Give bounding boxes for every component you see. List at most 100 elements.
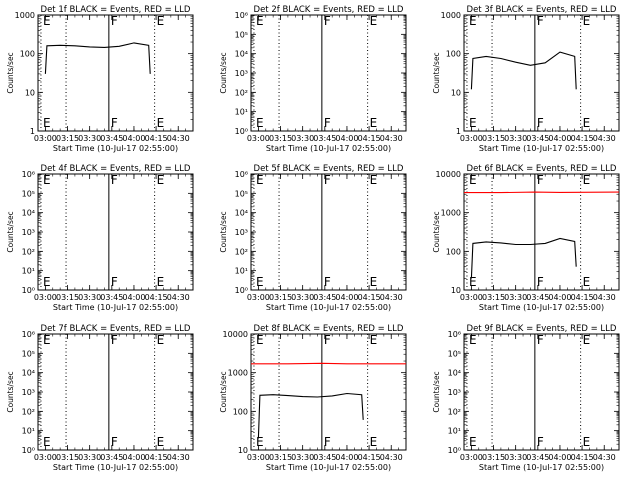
y-tick-label: 10³ (22, 228, 35, 237)
time-marker-label: E (469, 14, 477, 28)
x-tick-label: 03:00 (247, 134, 270, 143)
y-tick-label: 10⁶ (448, 330, 461, 339)
chart-title: Det 1f BLACK = Events, RED = LLD (41, 5, 191, 15)
y-axis-label: Counts/sec (219, 371, 228, 412)
x-tick-label: 04:00 (548, 453, 571, 462)
x-tick-label: 03:45 (313, 134, 336, 143)
y-axis-label: Counts/sec (219, 52, 228, 93)
time-marker-label: E (43, 435, 51, 449)
y-tick-label: 100 (446, 50, 461, 59)
x-tick-label: 03:45 (526, 453, 549, 462)
y-tick-label: 10000 (436, 170, 461, 179)
y-tick-label: 10 (25, 88, 35, 97)
time-marker-label: E (157, 14, 165, 28)
y-tick-label: 10⁰ (448, 446, 461, 455)
x-tick-label: 03:15 (482, 293, 505, 302)
time-marker-label: E (583, 333, 591, 347)
x-axis-label: Start Time (10-Jul-17 02:55:00) (266, 144, 391, 153)
time-marker-label: E (370, 275, 378, 289)
y-tick-label: 10⁶ (235, 11, 248, 20)
x-tick-label: 04:15 (358, 293, 381, 302)
x-tick-label: 03:45 (100, 134, 123, 143)
time-marker-label: E (43, 14, 51, 28)
y-tick-label: 10⁵ (22, 189, 35, 198)
series-line-events (470, 51, 577, 90)
chart-title: Det 3f BLACK = Events, RED = LLD (467, 5, 617, 15)
x-tick-label: 03:30 (504, 134, 527, 143)
y-tick-label: 100 (446, 247, 461, 256)
y-tick-label: 10⁴ (235, 50, 248, 59)
y-tick-label: 1000 (15, 11, 35, 20)
y-axis-label: Counts/sec (6, 211, 15, 252)
time-marker-label: E (469, 173, 477, 187)
time-marker-label: E (157, 275, 165, 289)
x-tick-label: 04:15 (145, 293, 168, 302)
chart-title: Det 7f BLACK = Events, RED = LLD (41, 324, 191, 334)
chart-panel-4: Det 4f BLACK = Events, RED = LLD 10⁰ 10¹ 10… (6, 164, 194, 312)
x-tick-label: 04:30 (167, 134, 190, 143)
time-marker-label: F (537, 275, 544, 289)
time-marker-label: E (256, 333, 264, 347)
x-tick-label: 04:00 (335, 293, 358, 302)
y-tick-label: 1 (456, 127, 461, 136)
plot-frame (463, 333, 620, 451)
x-tick-label: 03:00 (247, 453, 270, 462)
chart-panel-8: Det 8f BLACK = Events, RED = LLD 10 100 100… (219, 324, 407, 472)
time-marker-label: E (370, 333, 378, 347)
chart-title: Det 2f BLACK = Events, RED = LLD (254, 5, 404, 15)
x-tick-label: 04:30 (167, 293, 190, 302)
time-marker-label: E (43, 275, 51, 289)
x-tick-label: 04:15 (145, 453, 168, 462)
y-tick-label: 1000 (441, 11, 461, 20)
time-marker-label: E (583, 116, 591, 130)
time-marker-label: F (537, 116, 544, 130)
y-axis-label: Counts/sec (219, 211, 228, 252)
x-axis-label: Start Time (10-Jul-17 02:55:00) (479, 303, 604, 312)
x-tick-label: 03:15 (56, 293, 79, 302)
y-tick-label: 10⁵ (22, 349, 35, 358)
y-tick-label: 10³ (235, 228, 248, 237)
chart-panel-5: Det 5f BLACK = Events, RED = LLD 10⁰ 10¹ 10… (219, 164, 407, 312)
time-marker-label: F (111, 435, 118, 449)
y-tick-label: 1000 (441, 209, 461, 218)
chart-panel-2: Det 2f BLACK = Events, RED = LLD 10⁰ 10¹ 10… (219, 5, 407, 153)
time-marker-label: F (111, 116, 118, 130)
y-tick-label: 10 (451, 88, 461, 97)
x-tick-label: 03:00 (460, 293, 483, 302)
time-marker-label: E (583, 275, 591, 289)
plot-frame (463, 14, 620, 132)
x-tick-label: 03:00 (34, 134, 57, 143)
x-tick-label: 04:30 (380, 293, 403, 302)
time-marker-label: F (324, 14, 331, 28)
x-tick-label: 03:30 (504, 453, 527, 462)
time-marker-label: E (370, 14, 378, 28)
y-tick-label: 10¹ (235, 108, 248, 117)
chart-title: Det 5f BLACK = Events, RED = LLD (254, 164, 404, 174)
time-marker-label: F (537, 435, 544, 449)
chart-title: Det 6f BLACK = Events, RED = LLD (467, 164, 617, 174)
time-marker-label: E (43, 116, 51, 130)
x-tick-label: 03:45 (313, 293, 336, 302)
x-tick-label: 03:30 (78, 293, 101, 302)
time-marker-label: E (256, 14, 264, 28)
x-tick-label: 03:15 (269, 453, 292, 462)
x-tick-label: 03:45 (100, 293, 123, 302)
plot-frame (37, 173, 194, 291)
x-tick-label: 04:15 (571, 293, 594, 302)
series-line-events (470, 237, 577, 279)
y-tick-label: 10⁶ (235, 170, 248, 179)
time-marker-label: F (537, 14, 544, 28)
x-tick-label: 03:45 (313, 453, 336, 462)
x-tick-label: 03:30 (291, 134, 314, 143)
series-line-events (257, 392, 364, 439)
y-tick-label: 10² (235, 88, 248, 97)
y-tick-label: 10⁶ (22, 330, 35, 339)
x-tick-label: 03:30 (291, 453, 314, 462)
y-tick-label: 10⁰ (235, 127, 248, 136)
y-tick-label: 10¹ (448, 427, 461, 436)
x-axis-label: Start Time (10-Jul-17 02:55:00) (53, 144, 178, 153)
time-marker-label: E (256, 435, 264, 449)
x-tick-label: 04:00 (548, 134, 571, 143)
y-tick-label: 10¹ (235, 267, 248, 276)
